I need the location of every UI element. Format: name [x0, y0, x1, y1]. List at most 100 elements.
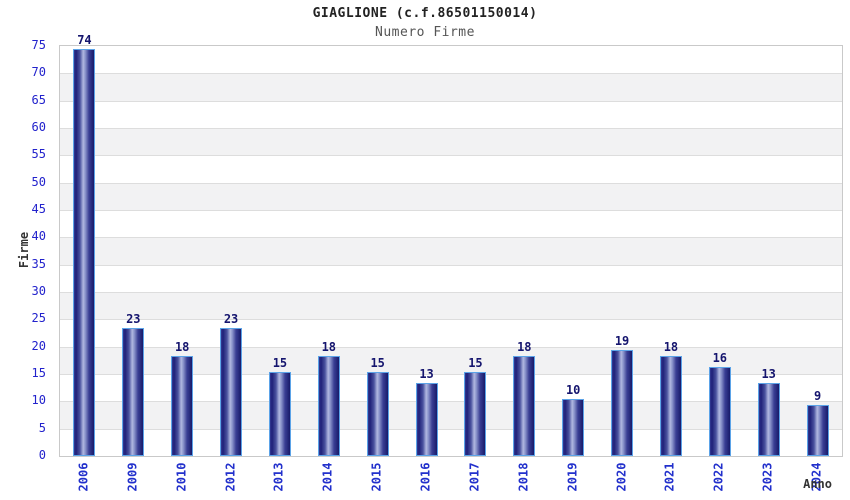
bar-value-label: 13	[761, 366, 776, 381]
bar	[366, 372, 389, 456]
bar-value-label: 15	[370, 356, 385, 370]
gridline	[60, 155, 842, 157]
bar	[268, 372, 291, 456]
x-tick-label: 2019	[565, 462, 580, 492]
x-tick-label: 2009	[125, 462, 140, 492]
x-tick-label: 2014	[320, 462, 335, 492]
bar	[220, 328, 243, 456]
bar	[317, 355, 340, 456]
bar-value-label: 10	[565, 383, 581, 398]
bar-slot: 18	[500, 46, 549, 456]
bar-value-label: 19	[614, 334, 630, 349]
bar-slot: 19	[598, 46, 647, 456]
gridline	[60, 128, 842, 129]
gridline	[60, 428, 842, 430]
gridline	[60, 374, 842, 375]
bar-value-label: 23	[223, 312, 239, 327]
chart-subtitle: Numero Firme	[375, 25, 475, 40]
y-tick-label: 10	[31, 393, 46, 408]
grid-band	[60, 182, 842, 210]
y-tick-label: 0	[38, 448, 46, 462]
y-tick-label: 35	[31, 256, 46, 271]
x-tick-label: 2016	[418, 462, 433, 492]
gridline	[60, 237, 842, 239]
bar-slot: 74	[60, 34, 109, 456]
gridline	[60, 401, 842, 403]
bar-value-label: 18	[663, 339, 679, 354]
x-tick-label: 2023	[760, 462, 775, 492]
bar-slot: 13	[402, 46, 451, 456]
y-tick-label: 50	[31, 174, 46, 189]
bar-value-label: 23	[126, 312, 141, 327]
bar	[122, 328, 145, 456]
chart-title: GIAGLIONE (c.f.86501150014)	[312, 6, 538, 21]
bar-slot: 13	[744, 46, 793, 456]
y-tick-label: 5	[38, 420, 46, 435]
bar-value-label: 18	[517, 339, 532, 354]
x-tick-label: 2022	[711, 462, 726, 492]
bar	[757, 382, 780, 456]
gridline	[60, 210, 842, 211]
y-tick-label: 65	[31, 92, 46, 107]
grid-band	[60, 237, 842, 265]
y-tick-label: 70	[31, 65, 46, 80]
x-tick-label: 2017	[467, 462, 482, 492]
x-tick-label: 2020	[614, 462, 629, 492]
bar	[806, 404, 829, 456]
bar-slot: 18	[158, 46, 207, 456]
y-tick-label: 45	[31, 202, 46, 216]
gridline	[60, 292, 842, 293]
bar-value-label: 15	[272, 356, 288, 370]
y-tick-label: 40	[31, 229, 46, 244]
bar-slot: 10	[549, 46, 598, 456]
bar-value-label: 74	[77, 33, 92, 48]
gridline	[60, 264, 842, 266]
bar-slot: 18	[647, 46, 696, 456]
gridline	[60, 100, 842, 102]
x-tick-label: 2010	[174, 462, 189, 492]
bar-slot: 16	[695, 46, 744, 456]
x-tick-label: 2006	[76, 462, 91, 492]
y-tick-label: 15	[31, 366, 46, 380]
bar-slot: 23	[207, 46, 256, 456]
bar	[171, 355, 194, 456]
grid-band	[60, 73, 842, 101]
bar-value-label: 13	[419, 366, 434, 381]
x-tick-label: 2018	[516, 462, 531, 492]
gridline	[60, 346, 842, 348]
bar-value-label: 16	[712, 350, 728, 365]
y-tick-label: 60	[31, 120, 46, 134]
gridline	[60, 182, 842, 184]
bar-value-label: 15	[468, 356, 483, 370]
grid-band	[60, 292, 842, 320]
bar-slot: 15	[256, 46, 305, 456]
bar	[464, 372, 487, 456]
bar-slot: 23	[109, 46, 158, 456]
y-tick-label: 25	[31, 311, 46, 326]
bar	[708, 366, 731, 456]
bar	[611, 350, 634, 456]
bar	[562, 399, 585, 456]
bar-slot: 15	[451, 46, 500, 456]
grid-band	[60, 128, 842, 156]
bar	[513, 355, 536, 456]
bar-slot: 9	[793, 46, 842, 456]
plot-area: 74 23 18 23 15 18 15 13 15 18 10 19 18 16 13 9	[59, 34, 843, 457]
y-tick-label: 20	[31, 338, 46, 353]
gridline	[60, 319, 842, 321]
y-tick-label: 75	[31, 38, 46, 52]
x-tick-label: 2013	[271, 462, 286, 492]
bar-value-label: 9	[813, 388, 822, 403]
bar-slot: 18	[304, 46, 353, 456]
bar	[73, 49, 96, 456]
bar	[659, 355, 682, 456]
bar	[415, 382, 438, 456]
bar-slot: 15	[353, 46, 402, 456]
x-tick-label: 2015	[369, 462, 384, 492]
bar-value-label: 18	[174, 339, 190, 354]
gridline	[60, 73, 842, 75]
x-axis-title: Anno	[803, 477, 832, 491]
x-tick-label: 2012	[223, 462, 238, 492]
y-tick-label: 55	[31, 147, 46, 162]
